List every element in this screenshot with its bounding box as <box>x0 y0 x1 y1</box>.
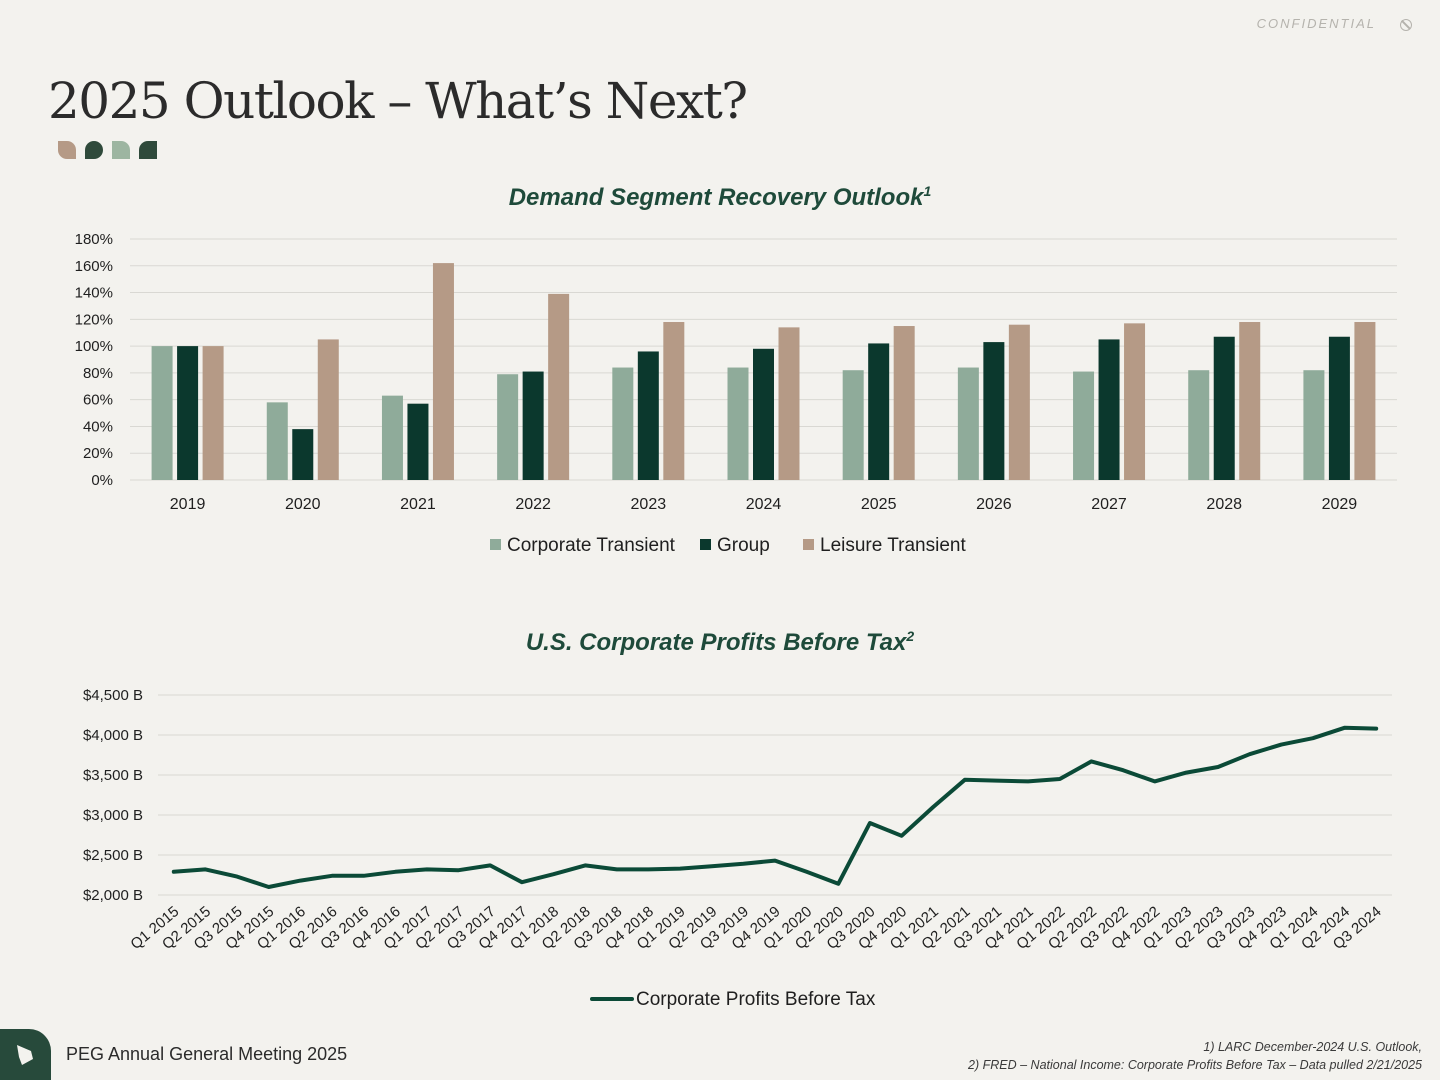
bar <box>266 402 288 480</box>
footnote-1: 1) LARC December-2024 U.S. Outlook, <box>1203 1040 1422 1054</box>
leaf-icon <box>139 141 157 159</box>
x-tick-label: 2026 <box>976 496 1012 513</box>
y-tick-label: 120% <box>75 311 113 328</box>
leaf-icon <box>112 141 130 159</box>
y-tick-label: 40% <box>83 418 113 435</box>
bar <box>432 263 454 480</box>
bar <box>151 346 173 480</box>
line-chart-title-text: U.S. Corporate Profits Before Tax <box>525 629 907 656</box>
legend-swatch <box>490 539 501 550</box>
bar <box>497 374 519 480</box>
bar <box>1303 370 1325 480</box>
x-tick-label: 2019 <box>170 496 206 513</box>
bar <box>177 346 199 480</box>
y-tick-label: $3,000 B <box>83 807 143 824</box>
bar <box>202 346 224 480</box>
x-tick-label: 2025 <box>861 496 897 513</box>
leaf-icon <box>85 141 103 159</box>
y-tick-label: $2,500 B <box>83 847 143 864</box>
bar <box>292 429 314 480</box>
bar <box>1073 371 1095 480</box>
bar-legend: Corporate Transient Group Leisure Transien… <box>490 535 966 556</box>
bar <box>522 371 544 480</box>
bar <box>407 403 429 480</box>
x-tick-label: 2022 <box>515 496 551 513</box>
y-tick-label: 0% <box>91 472 113 489</box>
bar <box>317 339 339 480</box>
bar <box>1188 370 1210 480</box>
y-tick-label: 140% <box>75 285 113 302</box>
bar <box>1098 339 1120 480</box>
x-tick-label: 2027 <box>1091 496 1127 513</box>
y-tick-label: $2,000 B <box>83 887 143 904</box>
bar <box>727 367 749 480</box>
no-sign-icon <box>1400 19 1412 31</box>
bar <box>778 327 800 480</box>
bar <box>1239 322 1261 480</box>
decorative-leaf-row <box>58 141 157 159</box>
x-tick-label: 2023 <box>631 496 667 513</box>
bar <box>1213 336 1235 480</box>
bar <box>612 367 634 480</box>
y-tick-label: 60% <box>83 392 113 409</box>
bar <box>1328 336 1350 480</box>
bar <box>753 348 774 480</box>
footer-logo-badge <box>0 1029 51 1080</box>
bar-chart-title-text: Demand Segment Recovery Outlook <box>508 184 924 211</box>
x-tick-label: 2028 <box>1206 496 1242 513</box>
legend-entry: Corporate Profits Before Tax <box>636 989 876 1010</box>
y-tick-label: 100% <box>75 338 113 355</box>
y-tick-label: 180% <box>75 231 113 248</box>
x-tick-label: 2020 <box>285 496 321 513</box>
line-chart-title: U.S. Corporate Profits Before Tax2 <box>0 628 1440 657</box>
legend-entry: Leisure Transient <box>820 535 966 556</box>
demand-segment-bar-chart: 0% 20% 40% 60% 80% 100% 120% 140% 160% 180% 2019 20… <box>75 231 1397 556</box>
bar <box>868 343 890 480</box>
y-tick-label: 80% <box>83 365 113 382</box>
bar <box>1354 322 1376 480</box>
x-tick-label: 2029 <box>1322 496 1358 513</box>
footer-meeting-label: PEG Annual General Meeting 2025 <box>66 1044 348 1064</box>
y-tick-label: $4,000 B <box>83 727 143 744</box>
page-title: 2025 Outlook – What’s Next? <box>48 72 748 130</box>
footnotes: 1) LARC December-2024 U.S. Outlook, 2) F… <box>968 1038 1422 1074</box>
legend-swatch <box>803 539 814 550</box>
footnote-2: 2) FRED – National Income: Corporate Pro… <box>968 1058 1422 1072</box>
bar <box>983 342 1005 480</box>
leaf-logo-icon <box>17 1045 33 1065</box>
legend-entry: Corporate Transient <box>507 535 676 556</box>
bar <box>957 367 979 480</box>
bar <box>663 322 685 480</box>
bar <box>1124 323 1146 480</box>
bar-chart-title: Demand Segment Recovery Outlook1 <box>0 183 1440 212</box>
line-chart-title-footnote: 2 <box>906 628 915 644</box>
corporate-profits-line-chart: $2,000 B $2,500 B $3,000 B $3,500 B $4,000 B… <box>83 687 1392 1010</box>
y-tick-label: 160% <box>75 258 113 275</box>
y-tick-label: $3,500 B <box>83 767 143 784</box>
x-tick-label: 2021 <box>400 496 436 513</box>
bar <box>548 293 570 480</box>
bar <box>1008 324 1030 480</box>
x-tick-label: 2024 <box>746 496 782 513</box>
bar <box>842 370 864 480</box>
series-line <box>171 725 1379 889</box>
legend-swatch <box>700 539 711 550</box>
line-legend: Corporate Profits Before Tax <box>590 989 876 1010</box>
bar <box>637 351 659 480</box>
legend-entry: Group <box>717 535 770 556</box>
bar-chart-title-footnote: 1 <box>923 183 932 199</box>
confidential-label: CONFIDENTIAL <box>1256 16 1376 31</box>
y-tick-label: $4,500 B <box>83 687 143 704</box>
bar <box>893 326 915 480</box>
leaf-icon <box>58 141 76 159</box>
bar <box>381 395 403 480</box>
y-tick-label: 20% <box>83 445 113 462</box>
